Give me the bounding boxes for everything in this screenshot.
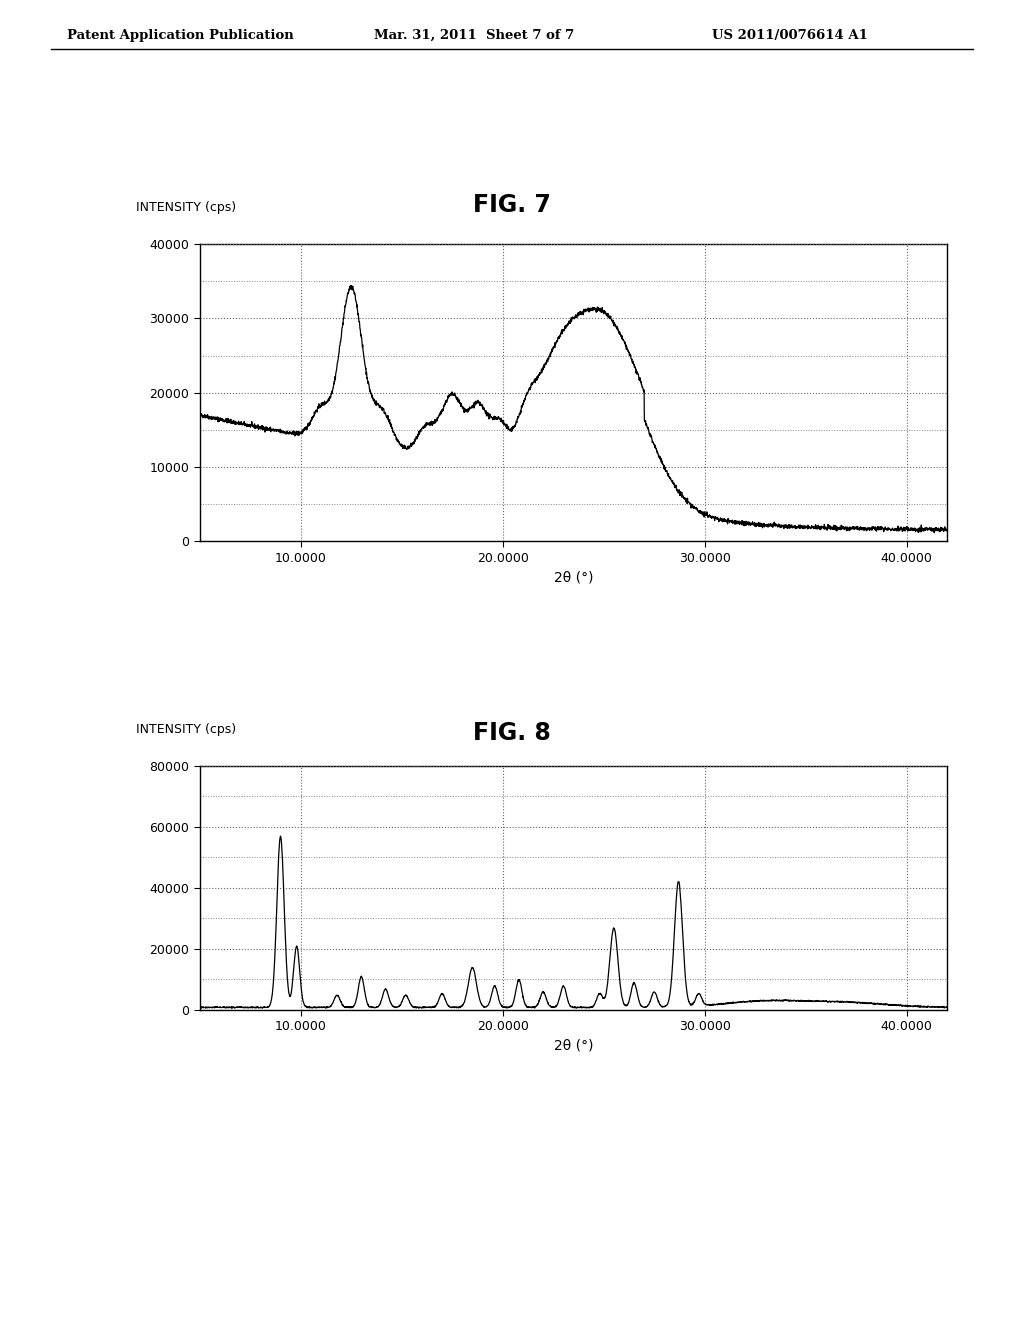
X-axis label: 2θ (°): 2θ (°) bbox=[554, 570, 593, 585]
Text: FIG. 7: FIG. 7 bbox=[473, 193, 551, 216]
Text: Patent Application Publication: Patent Application Publication bbox=[67, 29, 293, 42]
Text: Mar. 31, 2011  Sheet 7 of 7: Mar. 31, 2011 Sheet 7 of 7 bbox=[374, 29, 574, 42]
Text: INTENSITY (cps): INTENSITY (cps) bbox=[136, 202, 237, 214]
Text: FIG. 8: FIG. 8 bbox=[473, 721, 551, 744]
X-axis label: 2θ (°): 2θ (°) bbox=[554, 1039, 593, 1053]
Text: INTENSITY (cps): INTENSITY (cps) bbox=[136, 723, 237, 737]
Text: US 2011/0076614 A1: US 2011/0076614 A1 bbox=[712, 29, 867, 42]
